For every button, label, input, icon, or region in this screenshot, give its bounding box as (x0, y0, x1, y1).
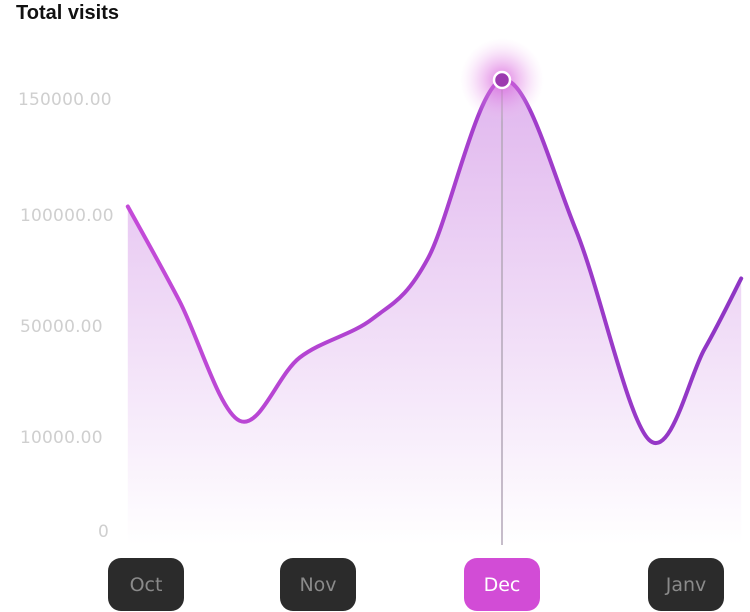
y-tick-label: 50000.00 (20, 317, 103, 337)
y-tick-label: 10000.00 (20, 428, 103, 448)
month-button-janv[interactable]: Janv (648, 558, 724, 611)
month-button-nov[interactable]: Nov (280, 558, 356, 611)
series-area (127, 79, 742, 546)
series-line (125, 77, 744, 445)
month-button-oct[interactable]: Oct (108, 558, 184, 611)
y-tick-label: 150000.00 (18, 90, 112, 110)
month-button-dec[interactable]: Dec (464, 558, 540, 611)
y-tick-label: 100000.00 (20, 206, 114, 226)
y-tick-label: 0 (98, 522, 110, 542)
highlight-point[interactable] (492, 70, 512, 90)
chart-title: Total visits (16, 2, 119, 24)
